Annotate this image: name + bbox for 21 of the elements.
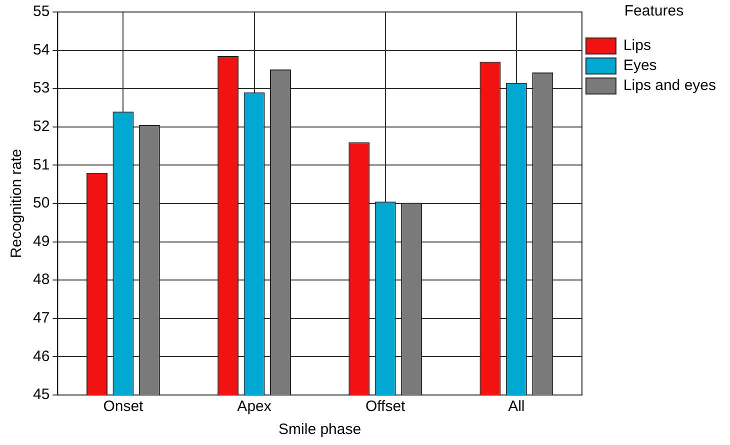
y-tick-label: 51: [32, 156, 50, 174]
y-tick-label: 47: [32, 310, 50, 327]
y-tick-label: 49: [32, 232, 50, 250]
y-tick-label: 55: [32, 3, 50, 20]
legend-label: Lips and eyes: [623, 77, 716, 94]
x-tick-label: Onset: [103, 398, 144, 416]
y-tick-label: 46: [32, 348, 50, 365]
x-tick-label: Offset: [365, 398, 406, 416]
legend-label: Lips: [623, 37, 651, 54]
x-tick-label: Apex: [237, 398, 272, 416]
legend-title: Features: [624, 2, 684, 20]
y-tick-label: 45: [32, 386, 50, 404]
legend-label: Eyes: [623, 57, 657, 74]
y-tick-label: 50: [32, 194, 50, 212]
x-tick-label: All: [508, 398, 525, 416]
y-tick-label: 52: [32, 118, 50, 136]
y-tick-label: 48: [32, 271, 50, 288]
y-axis-title: Recognition rate: [8, 148, 26, 258]
y-tick-label: 53: [32, 80, 50, 97]
y-tick-label: 54: [32, 41, 50, 58]
x-axis-title: Smile phase: [278, 421, 362, 438]
